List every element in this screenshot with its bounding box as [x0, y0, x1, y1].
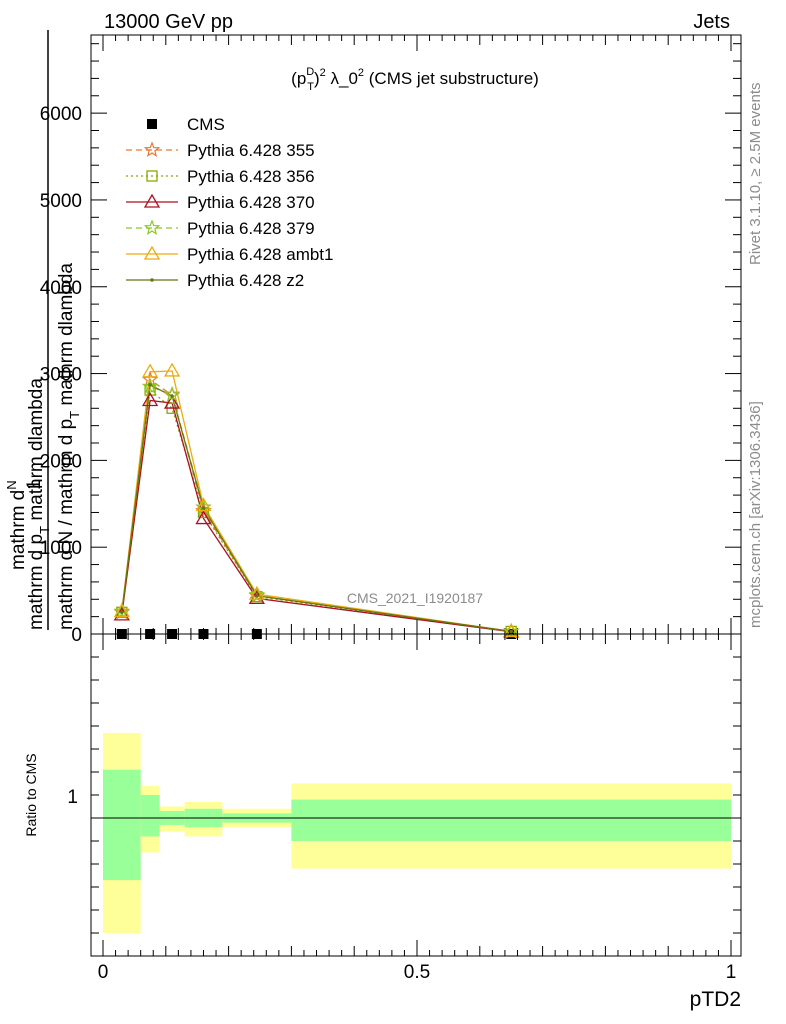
legend-label: Pythia 6.428 379 [187, 219, 315, 238]
y-tick-label: 6000 [40, 104, 82, 125]
ratio-bands [103, 732, 731, 933]
ylabel-denominator: mathrm d N / mathrm d pT mathrm dlambda [56, 263, 82, 630]
legend-marker [143, 219, 161, 236]
energy-label: 13000 GeV pp [104, 11, 233, 33]
ratio-band-green [291, 799, 731, 841]
series-point [113, 602, 131, 619]
ylabel-numerator-denominator: mathrm d pT mathrm dlambda [26, 378, 52, 630]
series-point [141, 377, 159, 394]
series-point [201, 506, 206, 510]
x-tick-label: 0.5 [404, 962, 430, 983]
series-point [113, 603, 130, 618]
legend-marker [143, 245, 161, 260]
category-label: Jets [693, 11, 730, 33]
legend: CMS Pythia 6.428 355 Pythia 6.428 356 Pythi… [126, 115, 333, 290]
y-tick-label: 0 [71, 625, 82, 646]
series-point [148, 383, 152, 387]
series-point [248, 585, 265, 600]
series-point [503, 623, 520, 638]
legend-label: Pythia 6.428 z2 [187, 271, 304, 290]
main-y-axis-label: 1 mathrm dN mathrm d pT mathrm dlambda m… [4, 30, 82, 630]
legend-marker [147, 119, 157, 129]
main-axis-ticks [91, 35, 741, 635]
ratio-axis-ticks [91, 634, 741, 956]
x-axis-label: pTD2 [690, 988, 741, 1011]
x-tick-label: 0 [98, 962, 109, 983]
mcplots-label: mcplots.cern.ch [arXiv:1306.3436] [747, 401, 764, 628]
y-tick-label: 4000 [40, 278, 82, 299]
ratio-y-axis-label: Ratio to CMS [23, 753, 39, 836]
legend-marker [143, 193, 161, 208]
series-point [141, 392, 159, 407]
series-point [248, 586, 266, 602]
x-tick-label: 1 [726, 962, 737, 983]
ratio-band-green [140, 795, 160, 837]
series-point [195, 497, 212, 512]
legend-label: Pythia 6.428 356 [187, 167, 315, 186]
series-point [195, 510, 212, 525]
series-line [121, 370, 512, 633]
x-tick-labels: 0 0.5 1 [98, 962, 737, 983]
series-point [255, 594, 259, 598]
legend-label: CMS [187, 115, 225, 134]
series-point [170, 394, 174, 398]
series-point [163, 362, 181, 377]
series-lines [121, 370, 512, 633]
legend-label: Pythia 6.428 355 [187, 141, 315, 160]
legend-label: Pythia 6.428 ambt1 [187, 245, 333, 264]
y-tick-label: 3000 [40, 365, 82, 386]
rivet-label: Rivet 3.1.10, ≥ 2.5M events [747, 83, 764, 266]
series-point [141, 363, 159, 378]
main-y-tick-labels: 0 1000 2000 3000 4000 5000 6000 [40, 104, 82, 646]
series-point [509, 629, 513, 634]
ylabel-top: 1 [24, 479, 45, 490]
series-line [121, 383, 512, 633]
y-tick-label: 1000 [40, 538, 82, 559]
analysis-id-label: CMS_2021_I1920187 [347, 590, 483, 606]
ratio-band-green [103, 769, 141, 881]
series-line [121, 385, 512, 633]
legend-label: Pythia 6.428 370 [187, 193, 315, 212]
series-line [121, 399, 512, 633]
legend-marker [146, 170, 158, 182]
legend-marker [150, 278, 154, 282]
y-tick-label: 2000 [40, 451, 82, 472]
chart-title: (pD T)2 λ_02 (CMS jet substructure) [291, 66, 539, 93]
series-point [163, 394, 181, 409]
y-tick-label: 5000 [40, 191, 82, 212]
legend-marker [143, 141, 161, 158]
ratio-reference-tick-label: 1 [67, 787, 78, 808]
series-point [120, 610, 124, 615]
ylabel-numerator: mathrm dN [4, 480, 29, 570]
